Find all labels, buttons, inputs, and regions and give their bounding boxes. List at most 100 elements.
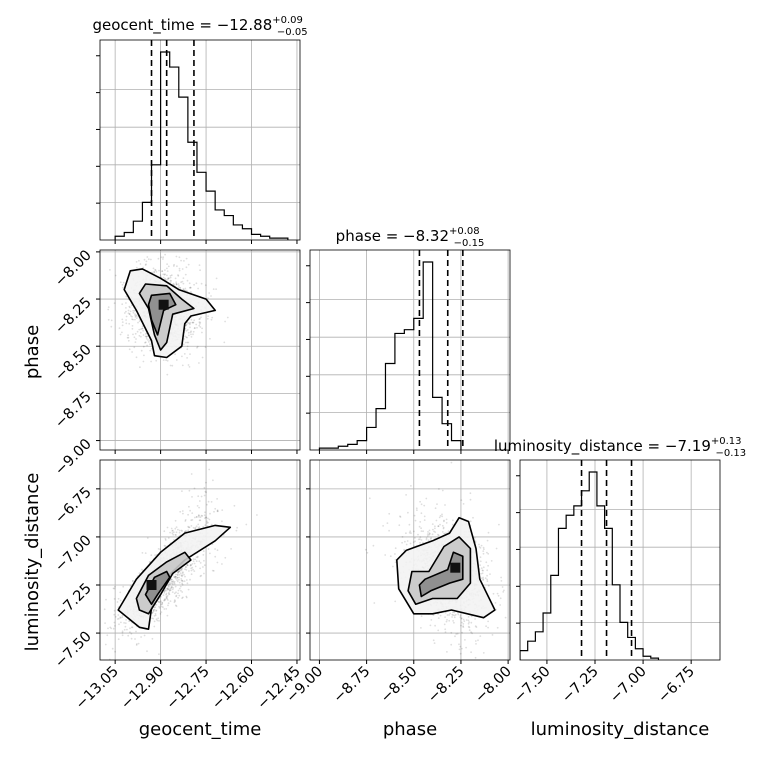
sample-point	[131, 351, 134, 353]
sample-point	[171, 580, 174, 583]
sample-point	[175, 573, 177, 576]
sample-point	[487, 531, 490, 534]
sample-point	[116, 601, 119, 603]
sample-point	[161, 603, 164, 606]
sample-point	[166, 594, 169, 597]
sample-point	[135, 338, 137, 340]
sample-point	[460, 624, 462, 627]
sample-point	[181, 579, 184, 582]
sample-point	[140, 636, 143, 638]
sample-point	[453, 614, 456, 617]
sample-point	[205, 516, 207, 518]
sample-point	[208, 468, 211, 471]
sample-point	[184, 519, 187, 521]
sample-point	[417, 533, 419, 536]
sample-point	[431, 533, 434, 536]
sample-point	[469, 492, 472, 495]
sample-point	[500, 580, 503, 582]
sample-point	[153, 608, 156, 611]
sample-point	[198, 514, 200, 517]
sample-point	[162, 606, 164, 609]
sample-point	[169, 531, 172, 534]
sample-point	[185, 289, 188, 292]
sample-point	[170, 586, 173, 589]
sample-point	[141, 552, 144, 554]
sample-point	[175, 591, 177, 594]
sample-point	[191, 563, 194, 565]
sample-point	[410, 485, 412, 487]
sample-point	[114, 585, 116, 588]
sample-point	[201, 327, 204, 330]
sample-point	[482, 546, 485, 549]
sample-point	[444, 616, 446, 618]
sample-point	[204, 490, 207, 493]
sample-point	[437, 525, 440, 528]
sample-point	[198, 506, 201, 509]
sample-point	[392, 565, 394, 568]
sample-point	[200, 574, 203, 577]
sample-point	[178, 594, 181, 597]
sample-point	[483, 548, 485, 551]
sample-point	[131, 327, 134, 330]
sample-point	[176, 265, 178, 268]
sample-point	[188, 570, 190, 572]
sample-point	[121, 321, 124, 323]
sample-point	[497, 594, 500, 597]
sample-point	[172, 533, 175, 536]
sample-point	[441, 524, 444, 527]
sample-point	[221, 509, 224, 511]
sample-point	[174, 277, 177, 280]
sample-point	[177, 589, 180, 592]
sample-point	[166, 596, 168, 598]
sample-point	[128, 305, 131, 308]
sample-point	[192, 321, 194, 324]
sample-point	[177, 570, 180, 573]
sample-point	[214, 555, 217, 558]
sample-point	[490, 560, 493, 562]
sample-point	[171, 582, 173, 585]
sample-point	[121, 324, 124, 327]
sample-point	[419, 538, 421, 540]
sample-point	[185, 566, 187, 568]
sample-point	[442, 527, 445, 530]
sample-point	[191, 566, 194, 569]
sample-point	[446, 619, 448, 621]
sample-point	[162, 258, 164, 260]
sample-point	[146, 344, 149, 347]
sample-point	[158, 653, 160, 655]
sample-point	[444, 628, 447, 631]
sample-point	[153, 271, 156, 274]
sample-point	[181, 591, 184, 593]
sample-point	[112, 627, 115, 630]
sample-point	[433, 642, 436, 644]
sample-point	[125, 315, 128, 318]
sample-point	[157, 617, 160, 620]
sample-point	[173, 592, 176, 595]
sample-point	[430, 619, 433, 621]
sample-point	[186, 279, 189, 282]
sample-point	[419, 541, 421, 544]
sample-point	[121, 616, 124, 619]
sample-point	[187, 588, 190, 591]
sample-point	[171, 586, 174, 589]
sample-point	[414, 519, 417, 522]
sample-point	[164, 590, 167, 592]
sample-point	[181, 574, 184, 576]
panel-hist-luminosity-distance	[516, 459, 721, 664]
sample-point	[419, 521, 422, 523]
sample-point	[441, 513, 443, 516]
sample-point	[179, 572, 182, 575]
sample-point	[487, 552, 490, 555]
sample-point	[164, 598, 167, 601]
sample-point	[214, 507, 217, 510]
sample-point	[184, 568, 186, 570]
sample-point	[450, 643, 453, 646]
sample-point	[502, 591, 505, 593]
sample-point	[187, 331, 190, 334]
sample-point	[480, 567, 483, 570]
sample-point	[203, 514, 206, 517]
sample-point	[163, 608, 166, 610]
sample-point	[188, 505, 190, 508]
sample-point	[159, 548, 162, 551]
sample-point	[196, 326, 198, 329]
